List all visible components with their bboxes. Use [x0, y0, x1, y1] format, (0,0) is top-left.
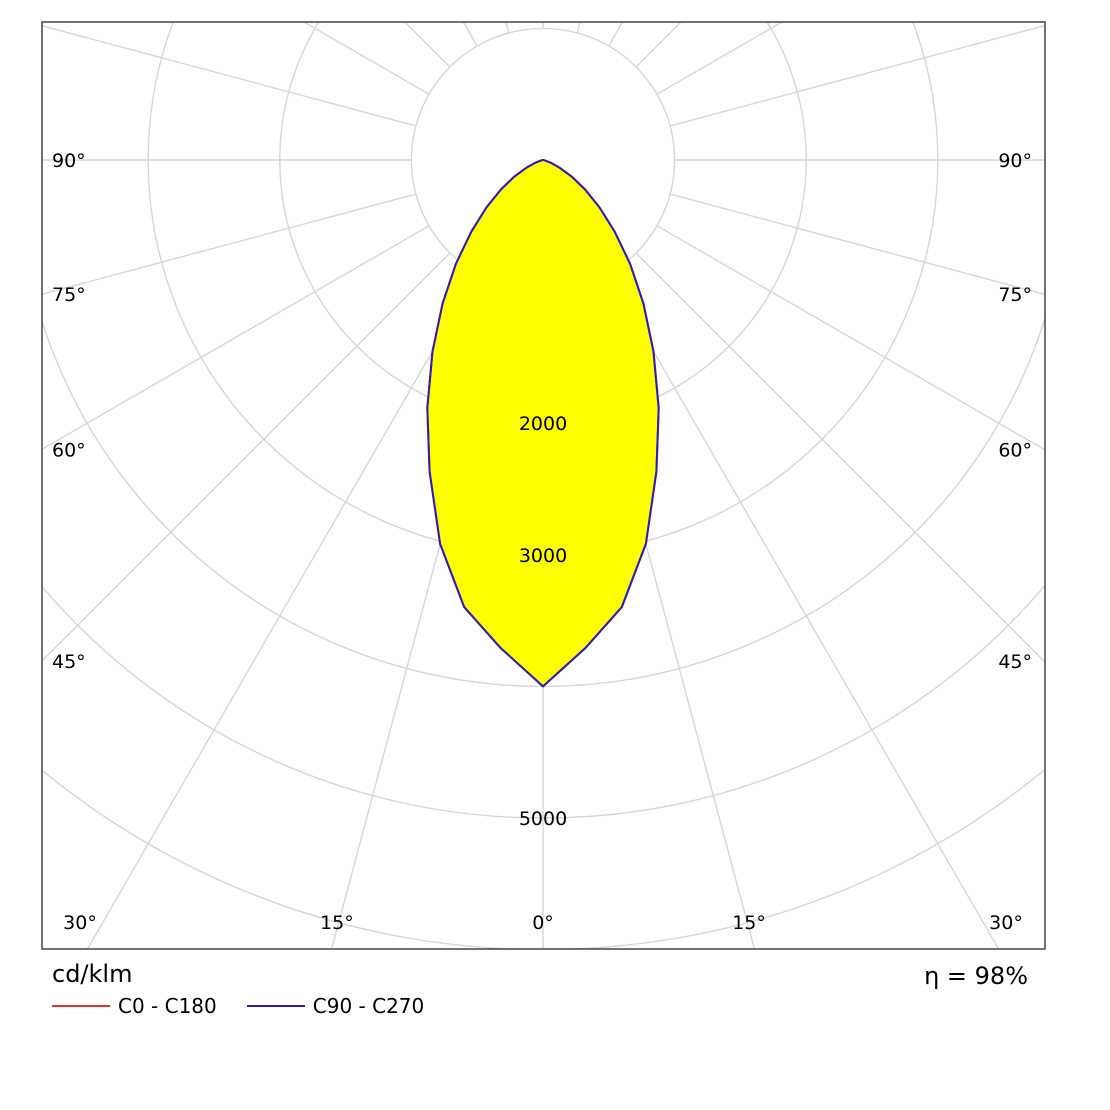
angle-label-left-75: 75° [52, 284, 86, 306]
unit-label: cd/klm [52, 960, 133, 988]
angle-label-bottom-left-30: 30° [63, 912, 97, 934]
grid-spoke-285 [42, 193, 417, 295]
angle-label-left-90: 90° [52, 150, 86, 172]
series-curve-c90-c270 [426, 159, 660, 688]
angle-label-bottom-right-15: 15° [732, 912, 766, 934]
legend-label-c90-c270: C90 - C270 [312, 994, 425, 1018]
grid-spoke-225 [404, 22, 451, 68]
angle-label-bottom-0: 0° [532, 912, 554, 934]
angle-label-bottom-right-30: 30° [989, 912, 1023, 934]
grid-spoke-330 [86, 273, 478, 949]
chart-labels: 2000 3000 5000 90° 75° 60° 45° 90° 75° 60° 45° 30° 3… [52, 150, 1032, 934]
angle-label-bottom-left-15: 15° [320, 912, 354, 934]
grid-spoke-135 [635, 22, 682, 68]
legend-item-c90-c270: C90 - C270 [246, 994, 425, 1018]
grid-spoke-45 [635, 252, 1045, 663]
grid-spoke-165 [576, 22, 581, 34]
angle-label-left-60: 60° [52, 439, 86, 461]
angle-label-right-60: 60° [998, 439, 1032, 461]
legend: C0 - C180 C90 - C270 [52, 994, 454, 1018]
angle-label-right-75: 75° [998, 284, 1032, 306]
intensity-curves [426, 159, 660, 688]
plot-frame [41, 21, 1046, 950]
grid-spoke-195 [505, 22, 510, 34]
legend-item-c0-c180: C0 - C180 [52, 994, 217, 1018]
grid-spoke-150 [608, 22, 624, 47]
grid-spoke-120 [656, 22, 784, 95]
legend-swatch-c0-c180 [52, 1005, 110, 1007]
ring-label-2000: 2000 [519, 413, 567, 435]
grid-spoke-255 [42, 25, 417, 127]
ring-label-5000: 5000 [519, 808, 567, 830]
angle-label-right-90: 90° [998, 150, 1032, 172]
legend-swatch-c90-c270 [246, 1005, 305, 1007]
angle-label-left-45: 45° [52, 651, 86, 673]
grid-spoke-75 [669, 193, 1045, 296]
angle-label-right-45: 45° [998, 651, 1032, 673]
grid-spoke-60 [656, 225, 1045, 451]
grid-spoke-300 [42, 225, 430, 451]
efficiency-label: η = 98% [924, 962, 1028, 990]
grid-spoke-30 [608, 273, 1000, 949]
legend-label-c0-c180: C0 - C180 [118, 994, 217, 1018]
grid-spoke-315 [42, 252, 451, 662]
grid-spoke-240 [302, 22, 430, 95]
grid-spoke-105 [669, 24, 1045, 127]
ring-label-3000: 3000 [519, 545, 567, 567]
